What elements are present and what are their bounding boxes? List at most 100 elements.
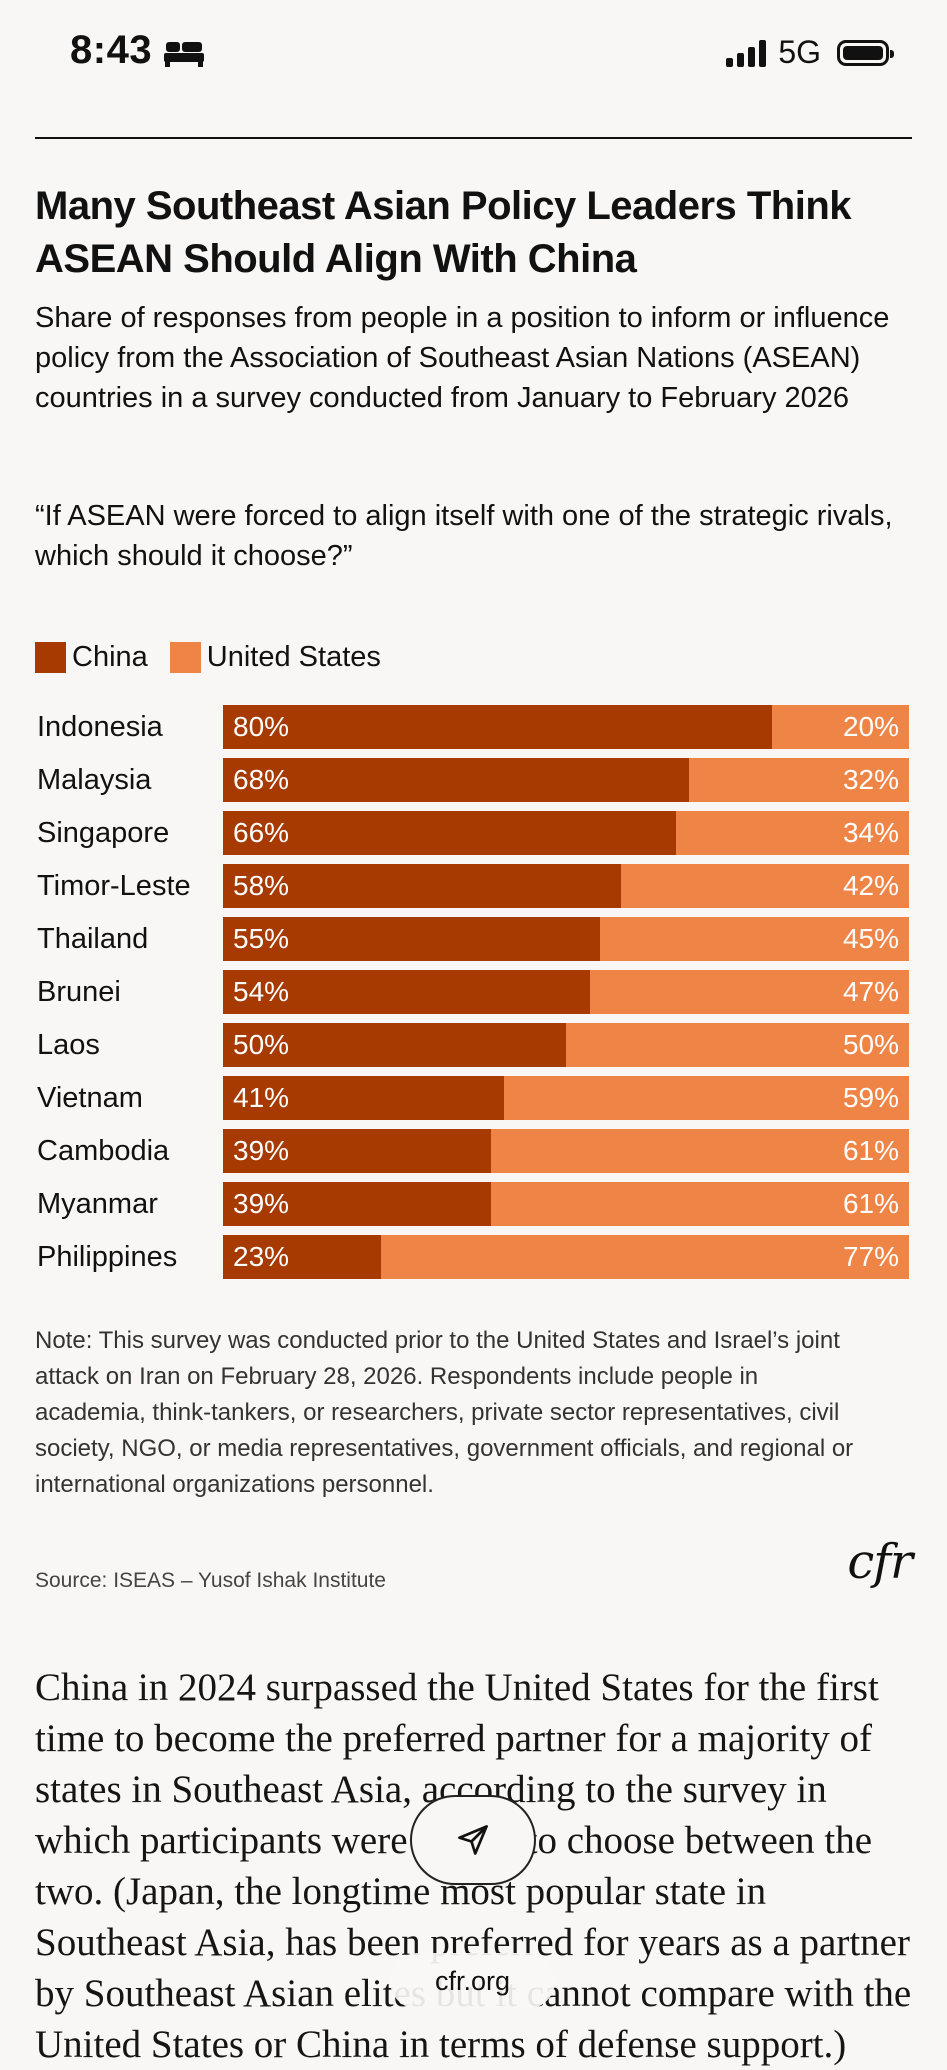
bar-segment-china [223,705,772,749]
bar-track: 80% 20% [223,705,909,749]
network-label: 5G [778,34,821,70]
bar-track: 39% 61% [223,1182,909,1226]
data-label-united-states: 61% [842,1135,899,1166]
data-label-china: 50% [233,1029,290,1060]
bar-track: 41% 59% [223,1076,909,1120]
bar-segment-united-states [689,758,909,802]
category-label: Myanmar [37,1188,158,1220]
url-text: cfr.org [434,1965,511,1996]
category-label: Cambodia [37,1135,170,1167]
data-label-united-states: 45% [842,923,899,954]
status-indicators: 5G [726,34,894,71]
data-label-united-states: 47% [842,976,899,1007]
top-divider [35,137,912,139]
data-label-china: 23% [233,1241,290,1272]
bar-segment-united-states [566,1023,909,1067]
send-icon [458,1825,488,1855]
bed-icon [164,42,204,67]
category-label: Philippines [37,1241,178,1273]
data-label-united-states: 42% [842,870,899,901]
bar-track: 23% 77% [223,1235,909,1279]
legend-item-china: China [35,641,148,674]
bar-segment-united-states [676,811,909,855]
bar-row-myanmar: Myanmar 39% 61% [35,1182,910,1226]
bar-segment-china [223,970,590,1014]
bar-track: 39% 61% [223,1129,909,1173]
category-label: Laos [37,1029,100,1061]
category-label: Timor-Leste [37,870,191,902]
legend-item-united-states: United States [169,641,381,674]
bar-track: 55% 45% [223,917,909,961]
bar-track: 54% 47% [223,970,909,1014]
data-label-china: 41% [233,1082,290,1113]
survey-question: “If ASEAN were forced to align itself wi… [35,500,893,572]
data-label-china: 39% [233,1188,290,1219]
data-label-china: 80% [233,711,290,742]
bar-row-malaysia: Malaysia 68% 32% [35,758,910,802]
category-label: Brunei [37,976,121,1008]
bar-row-cambodia: Cambodia 39% 61% [35,1129,910,1173]
bar-segment-china [223,811,676,855]
data-label-china: 54% [233,976,290,1007]
bar-row-indonesia: Indonesia 80% 20% [35,705,910,749]
bar-track: 68% 32% [223,758,909,802]
legend-swatch-united-states [169,642,201,673]
bar-track: 50% 50% [223,1023,909,1067]
bar-row-vietnam: Vietnam 41% 59% [35,1076,910,1120]
data-label-china: 66% [233,817,290,848]
bar-segment-united-states [491,1182,909,1226]
bar-row-brunei: Brunei 54% 47% [35,970,910,1014]
chart-note: Note: This survey was conducted prior to… [35,1327,854,1498]
data-label-china: 55% [233,923,290,954]
url-bar[interactable]: cfr.org [390,1953,555,2009]
cfr-logo: cfr [847,1534,913,1590]
battery-icon [837,39,894,66]
bar-row-laos: Laos 50% 50% [35,1023,910,1067]
bar-segment-united-states [504,1076,909,1120]
chart-source: Source: ISEAS – Yusof Ishak Institute [35,1569,386,1592]
data-label-united-states: 34% [842,817,899,848]
data-label-china: 68% [233,764,290,795]
data-label-china: 58% [233,870,290,901]
bar-row-timor-leste: Timor-Leste 58% 42% [35,864,910,908]
data-label-united-states: 50% [842,1029,899,1060]
chart-legend: China United States [35,641,403,674]
bar-segment-china [223,1023,566,1067]
bar-track: 66% 34% [223,811,909,855]
bar-row-singapore: Singapore 66% 34% [35,811,910,855]
bar-segment-united-states [590,970,909,1014]
status-time: 8:43 [70,28,153,72]
bar-track: 58% 42% [223,864,909,908]
chart-headline: Many Southeast Asian Policy Leaders Thin… [35,184,852,281]
bar-segment-united-states [381,1235,909,1279]
data-label-china: 39% [233,1135,290,1166]
bar-segment-china [223,1076,504,1120]
category-label: Singapore [37,817,170,849]
share-button[interactable] [410,1795,536,1885]
chart-subhead: Share of responses from people in a posi… [35,302,890,414]
category-label: Malaysia [37,764,152,796]
category-label: Thailand [37,923,149,955]
bar-segment-united-states [772,705,909,749]
data-label-united-states: 20% [842,711,899,742]
data-label-united-states: 59% [842,1082,899,1113]
bar-segment-china [223,758,689,802]
data-label-united-states: 61% [842,1188,899,1219]
data-label-united-states: 77% [842,1241,899,1272]
bar-segment-china [223,1235,381,1279]
legend-label-united-states: United States [206,641,381,673]
category-label: Indonesia [37,711,163,743]
bar-row-thailand: Thailand 55% 45% [35,917,910,961]
category-label: Vietnam [37,1082,143,1114]
signal-icon [726,39,767,67]
bar-segment-china [223,1129,491,1173]
bar-row-philippines: Philippines 23% 77% [35,1235,910,1279]
status-bar: 8:43 5G [0,0,947,110]
legend-label-china: China [72,641,148,673]
data-label-united-states: 32% [842,764,899,795]
bar-segment-china [223,917,600,961]
bar-segment-china [223,864,621,908]
legend-swatch-china [35,642,66,673]
bar-segment-united-states [600,917,909,961]
bar-segment-china [223,1182,491,1226]
